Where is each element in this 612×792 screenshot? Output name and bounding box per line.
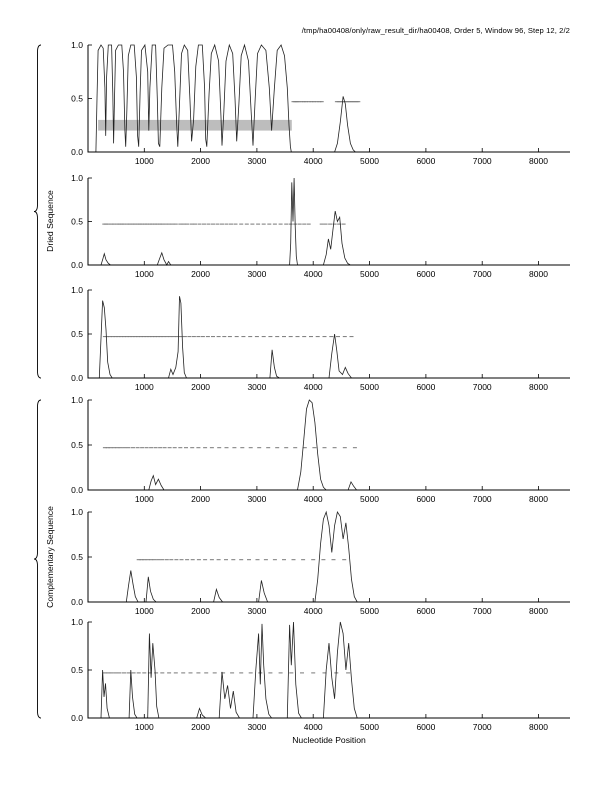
x-tick-label: 2000 xyxy=(191,494,210,504)
x-tick-label: 6000 xyxy=(416,269,435,279)
x-tick-label: 3000 xyxy=(247,156,266,166)
x-tick-label: 7000 xyxy=(473,722,492,732)
x-tick-label: 5000 xyxy=(360,382,379,392)
x-tick-label: 8000 xyxy=(529,156,548,166)
y-tick-label: 1.0 xyxy=(71,395,83,405)
x-tick-label: 8000 xyxy=(529,382,548,392)
x-tick-label: 4000 xyxy=(304,722,323,732)
axes-frame xyxy=(87,290,570,379)
trace-line xyxy=(95,177,570,266)
x-tick-label: 1000 xyxy=(135,269,154,279)
y-tick-label: 0.0 xyxy=(71,260,83,270)
x-tick-label: 5000 xyxy=(360,494,379,504)
y-tick-label: 0.5 xyxy=(71,552,83,562)
x-tick-label: 4000 xyxy=(304,494,323,504)
y-tick-label: 0.0 xyxy=(71,147,83,157)
x-tick-label: 8000 xyxy=(529,606,548,616)
x-tick-label: 1000 xyxy=(135,494,154,504)
x-tick-label: 5000 xyxy=(360,156,379,166)
x-tick-label: 7000 xyxy=(473,606,492,616)
x-tick-label: 5000 xyxy=(360,269,379,279)
axes-frame xyxy=(87,178,570,266)
x-tick-label: 4000 xyxy=(304,269,323,279)
axes-frame xyxy=(87,400,570,491)
x-tick-label: 8000 xyxy=(529,722,548,732)
x-tick-label: 2000 xyxy=(191,606,210,616)
trace-line xyxy=(95,621,570,719)
y-tick-label: 0.5 xyxy=(71,440,83,450)
y-tick-label: 0.0 xyxy=(71,485,83,495)
x-tick-label: 7000 xyxy=(473,382,492,392)
y-tick-label: 0.5 xyxy=(71,217,83,227)
trace-line xyxy=(95,399,570,491)
y-tick-label: 1.0 xyxy=(71,507,83,517)
y-tick-label: 1.0 xyxy=(71,285,83,295)
x-tick-label: 1000 xyxy=(135,606,154,616)
x-tick-label: 1000 xyxy=(135,156,154,166)
y-tick-label: 0.5 xyxy=(71,665,83,675)
subplot-dried-window-3: 1000 2000 3000 4000 5000 6000 7000 8000 0.0 0.5 1.… xyxy=(71,285,570,392)
figure-title: /tmp/ha00408/only/raw_result_dir/ha00408… xyxy=(301,26,570,35)
y-tick-label: 0.0 xyxy=(71,597,83,607)
x-tick-label: 4000 xyxy=(304,382,323,392)
x-tick-label: 8000 xyxy=(529,269,548,279)
x-tick-label: 5000 xyxy=(360,722,379,732)
x-tick-label: 6000 xyxy=(416,606,435,616)
group-label-complementary-sequence: Complementary Sequence xyxy=(45,506,55,608)
y-tick-label: 1.0 xyxy=(71,40,83,50)
x-tick-label: 7000 xyxy=(473,156,492,166)
group-brace xyxy=(33,399,42,719)
x-tick-label: 3000 xyxy=(247,494,266,504)
group-brace xyxy=(33,44,42,379)
x-tick-label: 4000 xyxy=(304,156,323,166)
x-tick-label: 5000 xyxy=(360,606,379,616)
x-tick-label: 3000 xyxy=(247,382,266,392)
x-tick-label: 8000 xyxy=(529,494,548,504)
x-tick-label: 4000 xyxy=(304,606,323,616)
x-tick-label: 2000 xyxy=(191,382,210,392)
subplot-complementary-window-1: 1000 2000 3000 4000 5000 6000 7000 8000 0.0 0.5 1.… xyxy=(71,395,570,504)
x-tick-label: 2000 xyxy=(191,156,210,166)
y-tick-label: 0.5 xyxy=(71,94,83,104)
x-tick-label: 6000 xyxy=(416,382,435,392)
x-tick-label: 3000 xyxy=(247,722,266,732)
x-tick-label: 7000 xyxy=(473,269,492,279)
y-tick-label: 0.5 xyxy=(71,329,83,339)
y-tick-label: 0.0 xyxy=(71,713,83,723)
group-label-dried-sequence: Dried Sequence xyxy=(45,190,55,252)
x-tick-label: 2000 xyxy=(191,269,210,279)
subplot-complementary-window-3: 1000 2000 3000 4000 5000 6000 7000 8000 0.0 0.5 1.… xyxy=(71,617,570,732)
trace-line xyxy=(95,43,570,153)
x-tick-label: 2000 xyxy=(191,722,210,732)
x-tick-label: 7000 xyxy=(473,494,492,504)
y-tick-label: 1.0 xyxy=(71,617,83,627)
x-tick-label: 3000 xyxy=(247,269,266,279)
x-tick-label: 1000 xyxy=(135,382,154,392)
x-tick-label: 1000 xyxy=(135,722,154,732)
x-axis-label: Nucleotide Position xyxy=(292,735,366,745)
trace-line xyxy=(95,510,570,603)
subplot-complementary-window-2: 1000 2000 3000 4000 5000 6000 7000 8000 0.0 0.5 1.… xyxy=(71,507,570,616)
x-tick-label: 6000 xyxy=(416,494,435,504)
x-tick-label: 6000 xyxy=(416,156,435,166)
trace-line xyxy=(98,296,570,379)
highlight-band xyxy=(98,119,292,131)
x-tick-label: 3000 xyxy=(247,606,266,616)
subplot-dried-window-1: 1000 2000 3000 4000 5000 6000 7000 8000 0.0 0.5 1.… xyxy=(71,40,570,166)
subplot-dried-window-2: 1000 2000 3000 4000 5000 6000 7000 8000 0.0 0.5 1.… xyxy=(71,173,570,279)
y-tick-label: 0.0 xyxy=(71,373,83,383)
x-tick-label: 6000 xyxy=(416,722,435,732)
axes-frame xyxy=(87,622,570,719)
y-tick-label: 1.0 xyxy=(71,173,83,183)
